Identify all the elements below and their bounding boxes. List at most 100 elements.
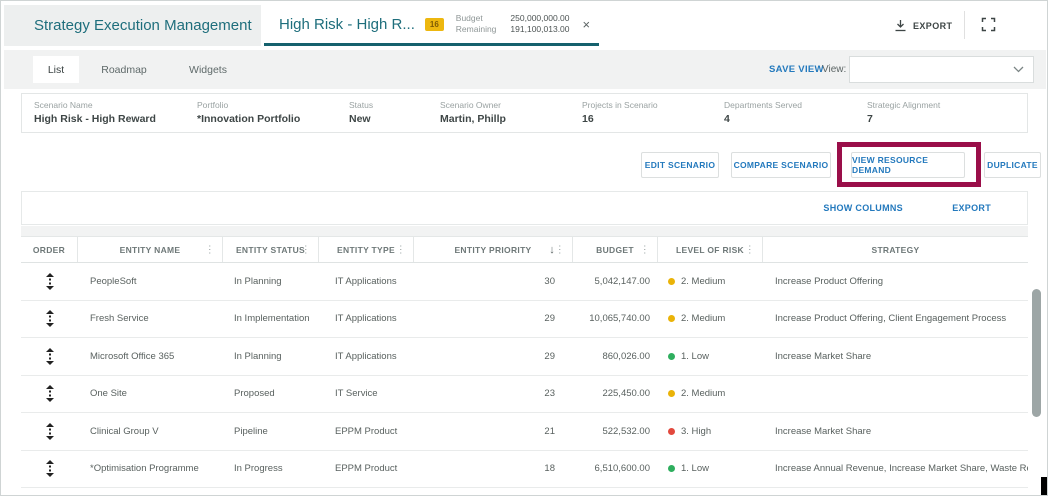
cell-entity-name: PeopleSoft	[90, 275, 137, 287]
column-header-entity-type[interactable]: ENTITY TYPE ⋮	[319, 237, 414, 262]
cell-level-of-risk: 2. Medium	[658, 301, 763, 338]
tab-list[interactable]: List	[33, 56, 79, 83]
column-menu-icon[interactable]: ⋮	[639, 244, 650, 255]
cell-entity-name: Microsoft Office 365	[90, 350, 175, 362]
table-row[interactable]: One Site Proposed IT Service 23 225,450.…	[21, 376, 1028, 413]
drag-reorder-icon[interactable]	[45, 460, 55, 478]
table-header-row: ORDER ENTITY NAME ⋮ ENTITY STATUS ⋮ ENTI…	[21, 236, 1028, 263]
fullscreen-icon[interactable]	[981, 17, 997, 33]
compare-scenario-button[interactable]: COMPARE SCENARIO	[731, 152, 831, 178]
export-button-header[interactable]: EXPORT	[894, 5, 952, 46]
drag-reorder-icon[interactable]	[45, 310, 55, 328]
drag-reorder-icon[interactable]	[45, 385, 55, 403]
column-header-entity-priority[interactable]: ENTITY PRIORITY ↓ ⋮	[414, 237, 573, 262]
field-departments-served: Departments Served 4	[724, 100, 802, 125]
cell-level-of-risk: 2. Medium	[658, 263, 763, 300]
risk-dot-icon	[668, 352, 675, 360]
column-header-budget[interactable]: BUDGET ⋮	[573, 237, 658, 262]
download-icon	[895, 20, 906, 32]
column-menu-icon[interactable]: ⋮	[204, 244, 215, 255]
cell-budget: 225,450.00	[602, 388, 650, 400]
column-header-entity-name[interactable]: ENTITY NAME ⋮	[78, 237, 223, 262]
column-header-strategy[interactable]: STRATEGY	[871, 244, 920, 255]
cell-entity-type: IT Applications	[335, 350, 397, 362]
column-menu-icon[interactable]: ⋮	[300, 244, 311, 255]
duplicate-button[interactable]: DUPLICATE	[984, 152, 1041, 178]
vertical-scrollbar-thumb[interactable]	[1032, 289, 1041, 417]
drag-reorder-icon[interactable]	[45, 347, 55, 365]
column-menu-icon[interactable]: ⋮	[554, 244, 565, 255]
cell-entity-status: Proposed	[234, 388, 275, 400]
cell-strategy: Increase Product Offering	[775, 275, 884, 287]
scenario-summary-card: Scenario Name High Risk - High Reward Po…	[21, 93, 1028, 133]
screenshot-corner-artifact	[1041, 477, 1047, 495]
tab-roadmap[interactable]: Roadmap	[101, 63, 147, 76]
cell-budget: 5,042,147.00	[594, 275, 650, 287]
cell-entity-priority: 18	[544, 463, 555, 475]
header-divider	[964, 11, 965, 39]
export-label: EXPORT	[913, 20, 953, 31]
drag-reorder-icon[interactable]	[45, 422, 55, 440]
cell-level-of-risk: 2. Medium	[658, 376, 763, 413]
view-dropdown-label: View:	[822, 64, 847, 75]
column-menu-icon[interactable]: ⋮	[744, 244, 755, 255]
table-row[interactable]: Fresh Service In Implementation IT Appli…	[21, 301, 1028, 338]
risk-dot-icon	[668, 277, 675, 285]
project-count-badge: 16	[424, 17, 444, 31]
cell-level-of-risk: 1. Low	[658, 451, 763, 488]
field-strategic-alignment: Strategic Alignment 7	[867, 100, 941, 125]
cell-strategy	[763, 376, 1028, 413]
budget-values: 250,000,000.00 191,100,013.00	[510, 13, 570, 34]
scenario-tab[interactable]: High Risk - High R... 16 Budget Remainin…	[264, 5, 599, 46]
tab-widgets[interactable]: Widgets	[189, 63, 227, 76]
view-bar: List Roadmap Widgets SAVE VIEW View:	[4, 50, 1046, 89]
cell-strategy: Increase Annual Revenue, Increase Market…	[775, 463, 1028, 475]
field-portfolio: Portfolio *Innovation Portfolio	[197, 100, 301, 125]
cell-entity-priority: 21	[544, 425, 555, 437]
risk-dot-icon	[668, 390, 675, 398]
view-resource-demand-button[interactable]: VIEW RESOURCE DEMAND	[851, 152, 965, 178]
save-view-link[interactable]: SAVE VIEW	[769, 64, 824, 75]
cell-level-of-risk: 3. High	[658, 413, 763, 450]
cell-budget: 10,065,740.00	[589, 313, 650, 325]
cell-entity-name: Clinical Group V	[90, 425, 159, 437]
sort-descending-icon: ↓	[549, 243, 555, 256]
cell-entity-name: Fresh Service	[90, 313, 149, 325]
field-scenario-name: Scenario Name High Risk - High Reward	[34, 100, 156, 125]
column-header-entity-status[interactable]: ENTITY STATUS ⋮	[223, 237, 319, 262]
column-header-order[interactable]: ORDER	[21, 237, 78, 262]
cell-strategy: Increase Market Share	[775, 350, 872, 362]
close-tab-icon[interactable]: ×	[582, 16, 591, 32]
cell-entity-status: In Progress	[234, 463, 283, 475]
column-header-level-of-risk[interactable]: LEVEL OF RISK ⋮	[658, 237, 763, 262]
cell-strategy: Increase Product Offering, Client Engage…	[775, 313, 1007, 325]
cell-entity-status: Pipeline	[234, 425, 268, 437]
cell-entity-priority: 29	[544, 350, 555, 362]
table-row[interactable]: Clinical Group V Pipeline EPPM Product 2…	[21, 413, 1028, 451]
table-row[interactable]: *Optimisation Programme In Progress EPPM…	[21, 451, 1028, 488]
table-row[interactable]: Microsoft Office 365 In Planning IT Appl…	[21, 338, 1028, 376]
scenario-tab-title: High Risk - High R...	[279, 15, 415, 33]
field-projects-in-scenario: Projects in Scenario 16	[582, 100, 658, 125]
cell-entity-name: One Site	[90, 388, 127, 400]
cell-entity-type: EPPM Product	[335, 463, 398, 475]
cell-level-of-risk: 1. Low	[658, 338, 763, 375]
entities-table: ORDER ENTITY NAME ⋮ ENTITY STATUS ⋮ ENTI…	[21, 236, 1028, 488]
show-columns-link[interactable]: SHOW COLUMNS	[823, 203, 903, 213]
cell-entity-type: EPPM Product	[335, 425, 398, 437]
risk-dot-icon	[668, 465, 675, 473]
edit-scenario-button[interactable]: EDIT SCENARIO	[641, 152, 719, 178]
view-dropdown[interactable]	[849, 56, 1034, 83]
field-status: Status New	[349, 100, 374, 125]
table-row[interactable]: PeopleSoft In Planning IT Applications 3…	[21, 263, 1028, 301]
column-menu-icon[interactable]: ⋮	[395, 244, 406, 255]
cell-entity-priority: 29	[544, 313, 555, 325]
drag-reorder-icon[interactable]	[45, 272, 55, 290]
cell-entity-priority: 30	[544, 275, 555, 287]
cell-entity-type: IT Applications	[335, 275, 397, 287]
chevron-down-icon	[1013, 66, 1024, 73]
grid-export-link[interactable]: EXPORT	[952, 203, 991, 213]
field-scenario-owner: Scenario Owner Martin, Phillp	[440, 100, 506, 125]
cell-budget: 522,532.00	[602, 425, 650, 437]
